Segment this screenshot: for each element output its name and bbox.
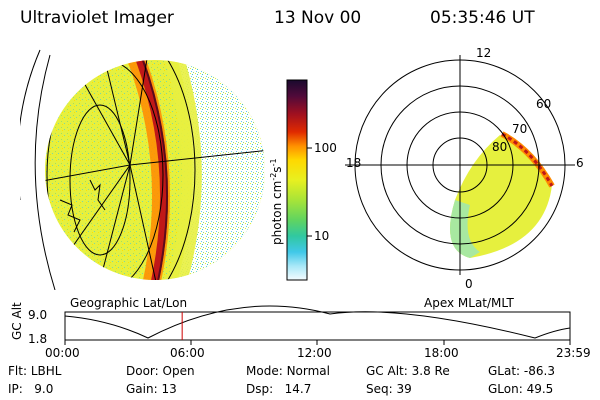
timeline-tick-2359: 23:59 bbox=[556, 346, 591, 360]
altitude-curve bbox=[64, 305, 571, 339]
timeline-y-top: 9.0 bbox=[28, 308, 48, 322]
mlat-label-70: 70 bbox=[512, 122, 528, 136]
info-gc-alt: GC Alt: 3.8 Re bbox=[366, 364, 450, 378]
info-mode: Mode: Normal bbox=[246, 364, 330, 378]
mlt-label-6: 6 bbox=[576, 156, 584, 170]
altitude-timeline bbox=[64, 305, 571, 345]
mlt-label-12: 12 bbox=[476, 46, 492, 60]
mlat-label-80: 80 bbox=[492, 140, 508, 154]
geographic-image bbox=[20, 49, 265, 290]
timeline-tick-1800: 18:00 bbox=[424, 346, 459, 360]
timeline-tick-0000: 00:00 bbox=[45, 346, 80, 360]
observation-time: 05:35:46 UT bbox=[430, 8, 535, 28]
mlat-label-60: 60 bbox=[536, 97, 552, 111]
info-seq: Seq: 39 bbox=[366, 382, 412, 396]
info-dsp: Dsp: 14.7 bbox=[246, 382, 312, 396]
info-glat: GLat: -86.3 bbox=[488, 364, 555, 378]
timeline-tick-0600: 06:00 bbox=[170, 346, 205, 360]
timeline-y-bottom: 1.8 bbox=[28, 332, 48, 346]
instrument-title: Ultraviolet Imager bbox=[20, 8, 174, 28]
mlt-label-18: 18 bbox=[346, 156, 362, 170]
colorbar-tick-10: 10 bbox=[314, 229, 330, 243]
mlt-label-0: 0 bbox=[465, 277, 473, 291]
oval-emission bbox=[450, 135, 552, 258]
colorbar bbox=[286, 79, 308, 281]
polar-grid bbox=[345, 55, 575, 275]
right-panel-caption: Apex MLat/MLT bbox=[424, 296, 514, 310]
left-panel-caption: Geographic Lat/Lon bbox=[70, 296, 188, 310]
info-ip: IP: 9.0 bbox=[8, 382, 54, 396]
timeline-axis-label: GC Alt bbox=[10, 302, 24, 340]
polar-plot bbox=[345, 55, 575, 275]
info-door: Door: Open bbox=[126, 364, 195, 378]
oval-arc bbox=[501, 132, 554, 187]
info-gain: Gain: 13 bbox=[126, 382, 177, 396]
colorbar-unit-label: photon cm-2s-1 bbox=[269, 158, 284, 245]
geo-grid bbox=[45, 60, 265, 280]
timeline-tick-1200: 12:00 bbox=[297, 346, 332, 360]
colorbar-tick-100: 100 bbox=[314, 141, 337, 155]
info-flt: Flt: LBHL bbox=[8, 364, 62, 378]
info-glon: GLon: 49.5 bbox=[488, 382, 554, 396]
observation-date: 13 Nov 00 bbox=[274, 8, 362, 28]
